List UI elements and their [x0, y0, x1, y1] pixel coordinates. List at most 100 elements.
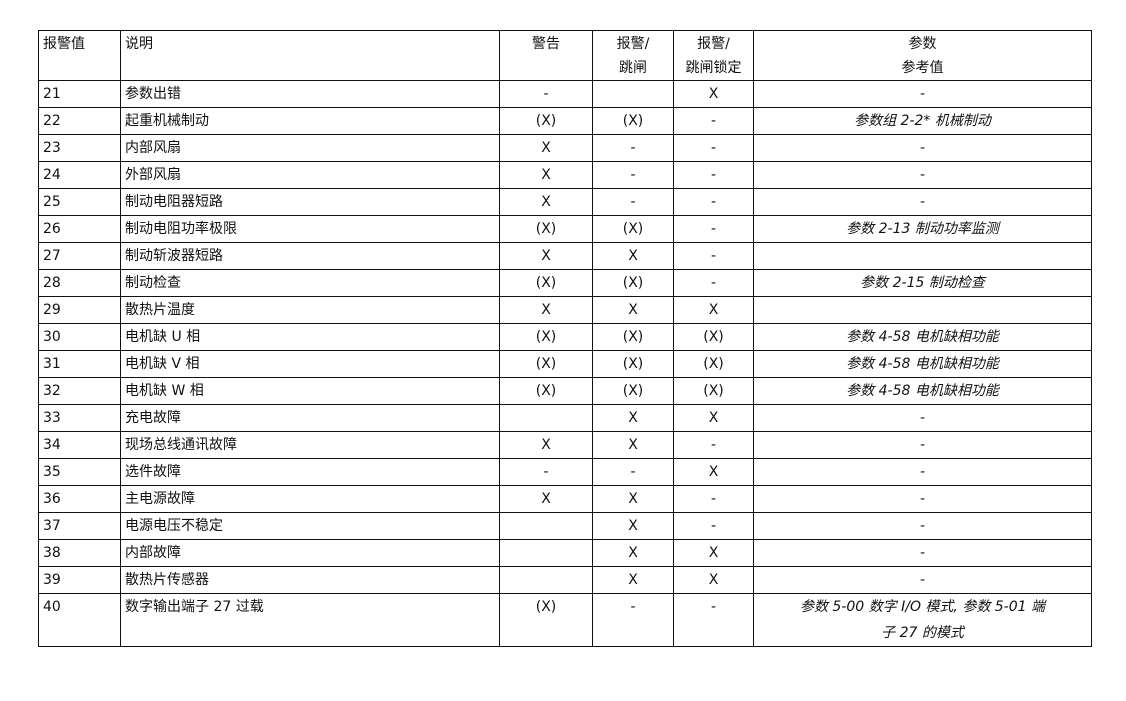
cell-alarm-trip: X — [592, 404, 674, 432]
table-row: 24 外部风扇 X - - - — [38, 161, 1092, 189]
table-row: 27 制动斩波器短路 X X - — [38, 242, 1092, 270]
cell-alarm-trip-lock: - — [673, 242, 754, 270]
cell-description: 电机缺 U 相 — [120, 323, 500, 351]
cell-parameter-reference: - — [753, 80, 1092, 108]
cell-warning: X — [499, 134, 593, 162]
cell-alarm-value: 39 — [38, 566, 121, 594]
cell-parameter-reference — [753, 242, 1092, 270]
table-row: 22 起重机械制动 (X) (X) - 参数组 2-2* 机械制动 — [38, 107, 1092, 135]
cell-warning — [499, 404, 593, 432]
cell-warning: (X) — [499, 323, 593, 351]
cell-alarm-value: 37 — [38, 512, 121, 540]
table-row: 39 散热片传感器 X X - — [38, 566, 1092, 594]
cell-alarm-trip-lock: X — [673, 80, 754, 108]
table-row: 23 内部风扇 X - - - — [38, 134, 1092, 162]
cell-alarm-trip: (X) — [592, 107, 674, 135]
cell-parameter-reference: 参数组 2-2* 机械制动 — [753, 107, 1092, 135]
cell-parameter-reference: - — [753, 485, 1092, 513]
cell-alarm-value: 29 — [38, 296, 121, 324]
cell-alarm-trip: X — [592, 485, 674, 513]
cell-warning: X — [499, 431, 593, 459]
cell-warning: (X) — [499, 215, 593, 243]
cell-alarm-trip-lock: - — [673, 431, 754, 459]
cell-description: 参数出错 — [120, 80, 500, 108]
cell-description: 电源电压不稳定 — [120, 512, 500, 540]
header-alarm-trip: 报警/ 跳闸 — [592, 30, 674, 81]
cell-description: 制动斩波器短路 — [120, 242, 500, 270]
cell-alarm-trip: (X) — [592, 215, 674, 243]
cell-description: 内部风扇 — [120, 134, 500, 162]
cell-alarm-trip: (X) — [592, 323, 674, 351]
cell-parameter-reference: - — [753, 512, 1092, 540]
cell-alarm-trip: X — [592, 431, 674, 459]
cell-description: 内部故障 — [120, 539, 500, 567]
cell-alarm-value: 32 — [38, 377, 121, 405]
cell-alarm-value: 40 — [38, 593, 121, 647]
cell-description: 外部风扇 — [120, 161, 500, 189]
cell-alarm-trip: X — [592, 539, 674, 567]
cell-alarm-trip: (X) — [592, 269, 674, 297]
cell-warning: (X) — [499, 350, 593, 378]
cell-warning: (X) — [499, 593, 593, 647]
cell-parameter-reference: - — [753, 431, 1092, 459]
cell-parameter-reference: 参数 4-58 电机缺相功能 — [753, 377, 1092, 405]
cell-alarm-trip-lock: (X) — [673, 350, 754, 378]
cell-description: 现场总线通讯故障 — [120, 431, 500, 459]
cell-description: 制动电阻器短路 — [120, 188, 500, 216]
table-row: 35 选件故障 - - X - — [38, 458, 1092, 486]
cell-description: 数字输出端子 27 过载 — [120, 593, 500, 647]
cell-alarm-value: 24 — [38, 161, 121, 189]
table-row: 30 电机缺 U 相 (X) (X) (X) 参数 4-58 电机缺相功能 — [38, 323, 1092, 351]
table-row: 33 充电故障 X X - — [38, 404, 1092, 432]
table-row: 40 数字输出端子 27 过载 (X) - - 参数 5-00 数字 I/O 模式, 参数… — [38, 593, 1092, 647]
cell-warning: (X) — [499, 269, 593, 297]
cell-parameter-reference: 参数 4-58 电机缺相功能 — [753, 323, 1092, 351]
header-parameter-reference: 参数 参考值 — [753, 30, 1092, 81]
header-description: 说明 — [120, 30, 500, 81]
cell-description: 选件故障 — [120, 458, 500, 486]
cell-alarm-trip-lock: X — [673, 539, 754, 567]
cell-alarm-trip: (X) — [592, 350, 674, 378]
cell-warning: X — [499, 242, 593, 270]
cell-parameter-reference: - — [753, 134, 1092, 162]
cell-alarm-trip: - — [592, 188, 674, 216]
table-header-row: 报警值 说明 警告 报警/ 跳闸 报警/ 跳闸锁定 参数 参考值 — [38, 30, 1092, 81]
cell-alarm-trip-lock: - — [673, 593, 754, 647]
cell-alarm-value: 38 — [38, 539, 121, 567]
cell-alarm-value: 33 — [38, 404, 121, 432]
cell-alarm-trip: (X) — [592, 377, 674, 405]
cell-alarm-trip-lock: (X) — [673, 323, 754, 351]
cell-alarm-trip-lock: X — [673, 458, 754, 486]
cell-description: 制动电阻功率极限 — [120, 215, 500, 243]
table-row: 29 散热片温度 X X X — [38, 296, 1092, 324]
cell-parameter-reference: - — [753, 539, 1092, 567]
cell-alarm-trip-lock: - — [673, 215, 754, 243]
cell-alarm-value: 36 — [38, 485, 121, 513]
cell-warning: X — [499, 485, 593, 513]
cell-parameter-reference: 参数 5-00 数字 I/O 模式, 参数 5-01 端子 27 的模式 — [753, 593, 1092, 647]
table-row: 32 电机缺 W 相 (X) (X) (X) 参数 4-58 电机缺相功能 — [38, 377, 1092, 405]
cell-warning: (X) — [499, 377, 593, 405]
cell-warning: - — [499, 80, 593, 108]
cell-parameter-reference: 参数 2-13 制动功率监测 — [753, 215, 1092, 243]
cell-alarm-value: 22 — [38, 107, 121, 135]
cell-warning: - — [499, 458, 593, 486]
header-alarm-trip-lock: 报警/ 跳闸锁定 — [673, 30, 754, 81]
cell-alarm-value: 23 — [38, 134, 121, 162]
cell-parameter-reference: - — [753, 566, 1092, 594]
cell-alarm-value: 28 — [38, 269, 121, 297]
table-row: 38 内部故障 X X - — [38, 539, 1092, 567]
cell-parameter-reference: - — [753, 188, 1092, 216]
alarm-table: 报警值 说明 警告 报警/ 跳闸 报警/ 跳闸锁定 参数 参考值 21 参数出错 - X -22 起… — [38, 30, 1092, 647]
cell-alarm-trip: X — [592, 512, 674, 540]
cell-parameter-reference — [753, 296, 1092, 324]
cell-alarm-trip-lock: - — [673, 161, 754, 189]
cell-warning: X — [499, 296, 593, 324]
cell-alarm-trip-lock: X — [673, 296, 754, 324]
cell-description: 散热片温度 — [120, 296, 500, 324]
cell-warning: X — [499, 161, 593, 189]
table-row: 21 参数出错 - X - — [38, 80, 1092, 108]
cell-parameter-reference: - — [753, 458, 1092, 486]
cell-description: 制动检查 — [120, 269, 500, 297]
cell-warning: (X) — [499, 107, 593, 135]
